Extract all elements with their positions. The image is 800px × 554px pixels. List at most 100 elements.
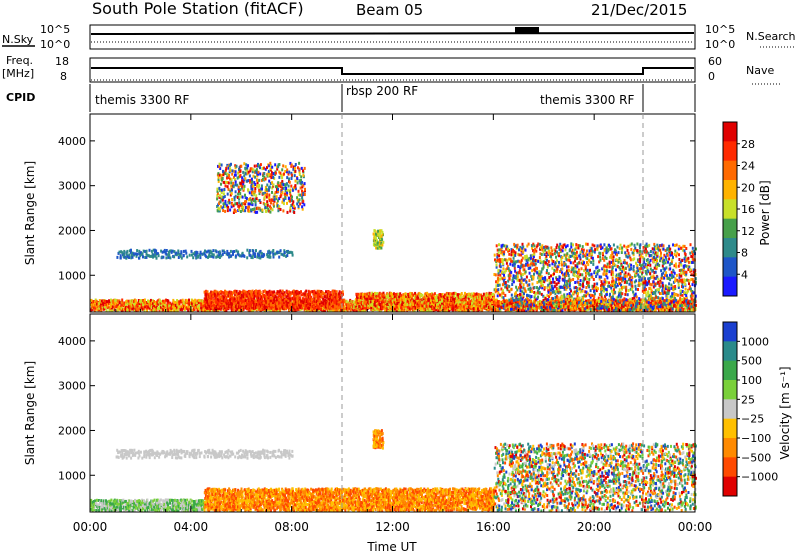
data-cell <box>283 305 286 309</box>
data-cell <box>480 304 483 308</box>
data-cell <box>514 298 517 302</box>
data-cell <box>451 304 454 308</box>
data-cell <box>392 303 395 307</box>
data-cell <box>306 304 309 308</box>
data-cell <box>572 266 575 270</box>
data-cell <box>422 304 425 308</box>
data-cell <box>365 300 368 304</box>
data-cell <box>626 302 629 306</box>
data-cell <box>615 299 617 303</box>
data-cell <box>530 307 533 311</box>
data-cell <box>472 292 475 296</box>
data-cell <box>209 297 212 301</box>
data-cell <box>500 287 503 291</box>
data-cell <box>387 303 390 306</box>
data-cell <box>233 299 236 303</box>
data-cell <box>271 299 274 303</box>
data-cell <box>330 295 333 299</box>
data-cell <box>382 299 385 303</box>
data-cell <box>514 275 517 278</box>
data-cell <box>360 295 363 299</box>
data-cell <box>295 294 298 298</box>
data-cell <box>232 308 235 312</box>
data-cell <box>315 291 317 295</box>
data-cell <box>519 272 522 276</box>
data-cell <box>275 302 278 306</box>
data-cell <box>547 272 550 276</box>
data-cell <box>407 298 410 302</box>
data-cell <box>353 308 356 312</box>
data-cell <box>348 304 350 308</box>
data-cell <box>378 301 381 305</box>
data-cell <box>344 306 347 310</box>
data-cell <box>433 295 436 299</box>
data-cell <box>390 302 393 306</box>
data-cell <box>318 299 321 303</box>
data-cell <box>176 299 179 302</box>
data-cell <box>132 307 135 311</box>
data-cell <box>514 291 517 295</box>
data-cell <box>117 303 119 307</box>
data-cell <box>551 249 554 253</box>
data-cell <box>361 309 364 312</box>
data-cell <box>511 305 514 308</box>
data-cell <box>632 303 635 307</box>
data-cell <box>214 292 216 296</box>
data-cell <box>371 299 374 303</box>
data-cell <box>452 291 455 295</box>
data-cell <box>305 289 308 293</box>
data-cell <box>548 263 551 267</box>
data-cell <box>469 300 472 304</box>
data-cell <box>409 300 412 304</box>
data-cell <box>331 307 334 310</box>
data-cell <box>346 304 349 308</box>
data-cell <box>363 298 366 302</box>
data-cell <box>118 301 121 305</box>
data-cell <box>561 256 564 259</box>
data-cell <box>155 307 158 311</box>
data-cell <box>327 294 330 298</box>
data-cell <box>305 303 308 307</box>
data-cell <box>493 303 496 307</box>
data-cell <box>508 290 511 293</box>
data-cell <box>206 306 208 310</box>
data-cell <box>236 304 239 308</box>
data-cell <box>244 299 247 302</box>
data-cell <box>564 308 567 312</box>
data-cell <box>399 303 402 307</box>
data-cell <box>534 298 537 302</box>
data-cell <box>124 308 127 312</box>
data-cell <box>496 252 499 256</box>
data-cell <box>271 296 274 300</box>
data-cell <box>410 296 413 300</box>
data-cell <box>152 301 154 305</box>
data-cell <box>337 306 340 310</box>
data-cell <box>172 298 175 302</box>
data-cell <box>323 302 325 306</box>
data-cell <box>381 306 384 310</box>
data-cell <box>186 300 189 304</box>
data-cell <box>344 302 347 306</box>
data-cell <box>585 308 588 312</box>
data-cell <box>461 301 464 304</box>
data-cell <box>202 301 205 305</box>
data-cell <box>240 293 243 297</box>
data-cell <box>448 298 451 302</box>
data-cell <box>444 307 447 311</box>
data-cell <box>309 290 311 294</box>
data-cell <box>396 307 399 311</box>
data-cell <box>399 308 402 312</box>
data-cell <box>396 305 399 309</box>
data-cell <box>575 307 578 311</box>
data-cell <box>359 292 362 296</box>
data-cell <box>337 303 340 307</box>
data-cell <box>493 273 496 276</box>
data-cell <box>476 294 478 298</box>
data-cell <box>525 254 528 258</box>
data-cell <box>308 299 311 303</box>
data-cell <box>569 298 572 302</box>
data-cell <box>515 301 518 305</box>
data-cell <box>304 292 307 296</box>
data-cell <box>115 298 118 302</box>
data-cell <box>533 298 536 302</box>
